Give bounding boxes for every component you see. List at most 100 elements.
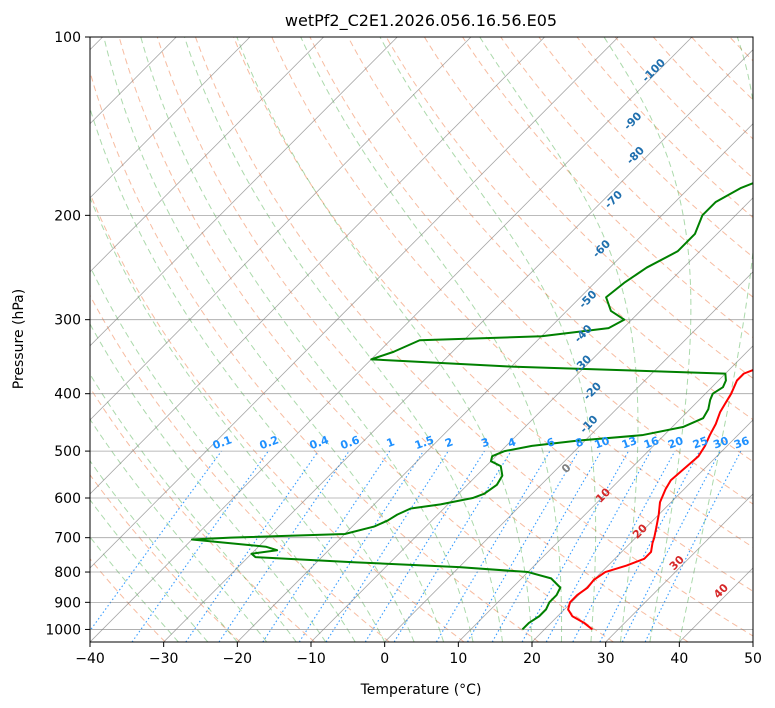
mixing-ratio-label: 10 <box>593 434 612 452</box>
mixing-ratio-label: 4 <box>506 435 518 450</box>
isotherm-line <box>90 37 693 642</box>
mixing-ratio-label: 13 <box>620 434 639 451</box>
mixing-ratio-line <box>393 450 512 642</box>
dry-adiabat-line <box>347 37 753 463</box>
moist-adiabat-line <box>678 37 753 642</box>
mixing-ratio-line <box>185 450 319 642</box>
dry-adiabat-label: -40 <box>572 322 595 345</box>
dry-adiabat-label: -90 <box>621 109 644 132</box>
isotherm-line <box>752 641 753 642</box>
dry-adiabat-line <box>385 37 753 421</box>
y-tick-label: 300 <box>54 313 81 329</box>
mixing-ratio-line <box>572 450 676 642</box>
dry-adiabat-line <box>423 37 753 379</box>
dry-adiabat-label: -60 <box>590 237 613 260</box>
dry-adiabat-label: -80 <box>624 144 647 167</box>
isotherm-line <box>90 37 398 347</box>
dry-adiabat-label: -30 <box>571 352 594 375</box>
isotherm-line <box>531 419 753 642</box>
dry-adiabat-line <box>90 192 465 642</box>
moist-adiabat-line <box>90 106 415 642</box>
y-tick-label: 700 <box>54 531 81 547</box>
isotherm-line <box>458 345 753 642</box>
plot-frame <box>89 36 754 643</box>
dry-adiabat-line <box>462 37 753 339</box>
mixing-ratio-line <box>545 450 652 642</box>
moist-adiabat-line <box>90 459 238 642</box>
isotherm-line <box>90 37 251 199</box>
x-tick-label: 40 <box>670 651 688 667</box>
y-tick-label: 400 <box>54 387 81 403</box>
dry-adiabat-line <box>194 37 753 637</box>
x-tick-label: −40 <box>75 651 105 667</box>
moist-adiabat-line <box>379 37 597 642</box>
dry-adiabat-line <box>768 37 775 642</box>
x-tick-label: −30 <box>149 651 179 667</box>
mixing-ratio-label: 20 <box>666 434 685 452</box>
mixing-ratio-label: 3 <box>479 435 491 450</box>
dry-adiabat-line <box>729 37 753 62</box>
moist-adiabat-line <box>90 265 356 642</box>
moist-adiabat-line <box>479 37 639 642</box>
x-tick-label: 0 <box>380 651 389 667</box>
moist-adiabat-line <box>90 498 209 642</box>
mixing-ratio-line <box>325 450 449 642</box>
dry-adiabat-label: -100 <box>639 56 668 85</box>
mixing-ratio-line <box>467 450 579 642</box>
mixing-ratio-line <box>218 450 350 642</box>
mixing-ratio-label: 16 <box>642 434 661 452</box>
mixing-ratio-line <box>491 450 602 642</box>
mixing-ratio-label: 1 <box>385 435 397 450</box>
dry-adiabat-line <box>118 37 614 642</box>
dry-adiabat-label: -50 <box>576 288 599 311</box>
mixing-ratio-label: 30 <box>711 434 730 452</box>
moist-adiabat-line <box>300 37 563 642</box>
dry-adiabat-line <box>614 37 753 179</box>
moist-adiabat-line <box>90 373 297 642</box>
dry-adiabat-line <box>233 37 753 592</box>
y-tick-label: 1000 <box>45 622 81 638</box>
mixing-ratio-label: 0.2 <box>258 433 281 452</box>
y-tick-label: 100 <box>54 30 81 46</box>
isotherm-line <box>237 123 753 642</box>
dry-adiabat-line <box>156 37 689 642</box>
dry-adiabat-label: -10 <box>577 412 600 435</box>
isotherm-line <box>90 37 472 421</box>
mixing-ratio-line <box>131 450 269 642</box>
moist-adiabat-label: 20 <box>630 521 650 541</box>
mixing-ratio-label: 1.5 <box>413 433 436 452</box>
isotherm-line <box>605 493 753 642</box>
moist-adiabat-line <box>236 37 533 642</box>
x-tick-label: −20 <box>223 651 253 667</box>
dry-adiabat-label: -70 <box>602 188 625 211</box>
dry-adiabat-line <box>90 474 241 642</box>
moist-adiabat-line <box>103 37 445 642</box>
y-tick-label: 800 <box>54 565 81 581</box>
mixing-ratio-line <box>521 450 630 642</box>
mixing-ratio-line <box>364 450 485 642</box>
mixing-ratio-label: 0.4 <box>308 433 331 452</box>
mixing-ratio-label: 0.1 <box>211 433 234 452</box>
moist-adiabat-label: 10 <box>593 485 613 505</box>
mixing-ratio-label: 0.6 <box>339 433 362 452</box>
dry-adiabat-line <box>691 37 753 101</box>
moist-adiabat-line <box>90 418 268 642</box>
moist-adiabat-line <box>140 37 474 642</box>
x-axis-label: Temperature (°C) <box>360 682 482 698</box>
mixing-ratio-line <box>90 450 222 632</box>
dry-adiabat-line <box>271 37 753 548</box>
y-tick-label: 500 <box>54 444 81 460</box>
moist-adiabat-line <box>183 37 504 642</box>
dry-adiabat-line <box>90 70 540 642</box>
y-tick-label: 600 <box>54 491 81 507</box>
isotherm-line <box>90 37 619 569</box>
isotherm-line <box>310 197 753 642</box>
isotherm-line <box>90 37 324 273</box>
temperature-trace <box>567 368 753 631</box>
y-axis-label: Pressure (hPa) <box>11 289 27 389</box>
dewpoint-trace <box>190 182 753 631</box>
chart-title: wetPf2_C2E1.2026.056.16.56.E05 <box>285 11 557 31</box>
mixing-ratio-label: 8 <box>573 435 585 450</box>
dry-adiabat-line <box>90 294 390 642</box>
